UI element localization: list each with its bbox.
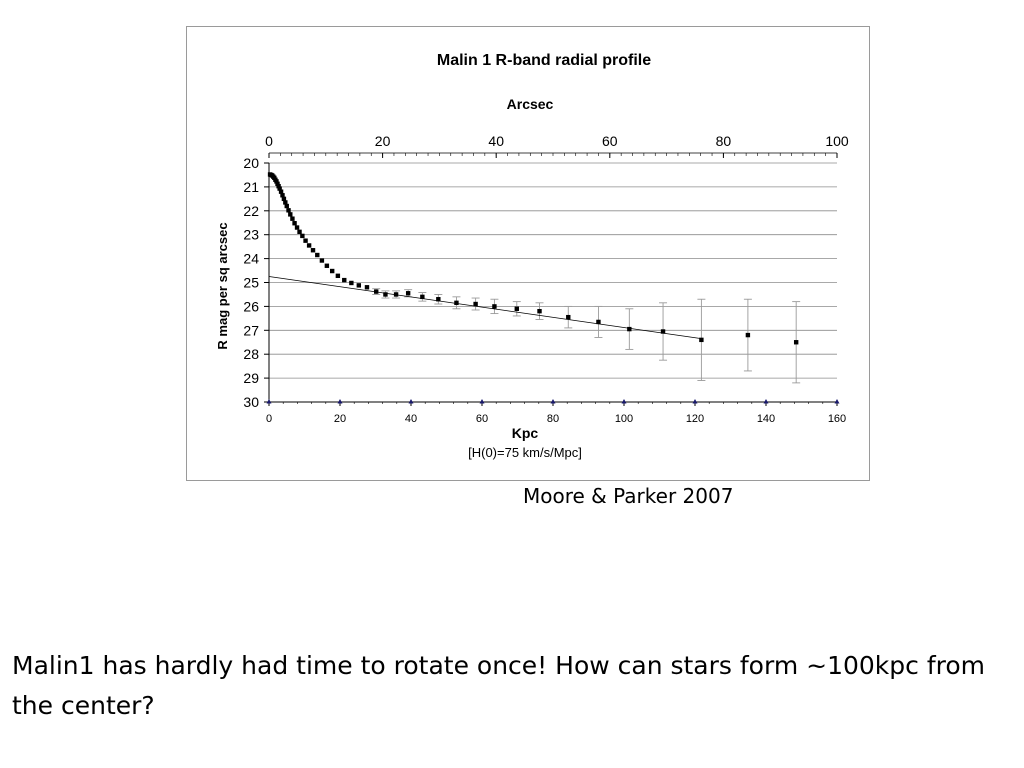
x-tick-label: 80 bbox=[547, 413, 559, 425]
data-point bbox=[276, 183, 281, 189]
y-tick-label: 23 bbox=[243, 227, 259, 243]
fit-line bbox=[268, 276, 702, 340]
data-point bbox=[492, 304, 497, 309]
data-point bbox=[356, 283, 362, 288]
data-point bbox=[420, 294, 425, 300]
y-tick-label: 20 bbox=[243, 155, 259, 171]
data-point bbox=[319, 258, 325, 263]
data-point bbox=[342, 277, 347, 283]
y-tick-label: 30 bbox=[243, 394, 259, 410]
data-point bbox=[303, 238, 308, 243]
top-tick-label: 100 bbox=[825, 133, 849, 149]
data-point bbox=[294, 225, 300, 230]
top-tick-label: 20 bbox=[375, 133, 391, 149]
axis-marker bbox=[266, 399, 272, 404]
top-tick-label: 60 bbox=[602, 133, 618, 149]
x-tick-label: 120 bbox=[686, 413, 704, 425]
x-tick-label: 20 bbox=[334, 413, 346, 425]
data-point bbox=[349, 280, 354, 286]
data-point bbox=[277, 186, 282, 191]
top-tick-label: 40 bbox=[488, 133, 504, 149]
data-point bbox=[596, 319, 601, 325]
data-point bbox=[290, 216, 295, 221]
y-tick-label: 24 bbox=[243, 251, 259, 267]
x-tick-label: 140 bbox=[757, 413, 775, 425]
top-tick-label: 80 bbox=[716, 133, 732, 149]
chart-frame: Malin 1 R-band radial profile Arcsec 0 20… bbox=[186, 26, 870, 481]
data-point bbox=[436, 297, 441, 302]
x-tick-label: 40 bbox=[405, 413, 417, 425]
axis-marker bbox=[621, 399, 627, 404]
axis-marker bbox=[763, 399, 769, 404]
citation: Moore & Parker 2007 bbox=[523, 484, 734, 508]
data-point bbox=[310, 248, 316, 253]
top-axis-label: Arcsec bbox=[507, 96, 554, 112]
data-point bbox=[699, 337, 704, 343]
radial-profile-chart: Malin 1 R-band radial profile Arcsec 0 20… bbox=[215, 52, 849, 460]
data-point bbox=[566, 314, 571, 320]
x-tick-label: 100 bbox=[615, 413, 633, 425]
data-point bbox=[275, 181, 280, 186]
data-point bbox=[281, 196, 287, 202]
y-axis-label: R mag per sq arcsec bbox=[215, 222, 230, 349]
y-tick-label: 27 bbox=[243, 322, 259, 338]
data-point bbox=[292, 221, 297, 226]
x-tick-label: 160 bbox=[828, 413, 846, 425]
data-point bbox=[283, 200, 288, 205]
axis-marker bbox=[834, 399, 840, 404]
data-point bbox=[297, 229, 302, 235]
y-tick-label: 21 bbox=[243, 179, 259, 195]
data-point bbox=[473, 301, 478, 307]
plot-marks bbox=[266, 172, 840, 404]
data-point bbox=[335, 273, 341, 279]
data-point bbox=[745, 332, 751, 338]
data-point bbox=[284, 203, 289, 209]
data-point bbox=[274, 179, 279, 184]
data-point bbox=[383, 292, 388, 297]
y-tick-label: 25 bbox=[243, 275, 259, 291]
chart-title: Malin 1 R-band radial profile bbox=[437, 52, 651, 69]
data-point bbox=[278, 189, 284, 194]
data-point bbox=[280, 193, 285, 198]
axis-marker bbox=[337, 399, 343, 404]
data-point bbox=[300, 233, 305, 239]
data-point bbox=[627, 326, 632, 332]
data-point bbox=[324, 263, 330, 268]
data-point bbox=[405, 291, 411, 296]
top-axis-ticks: 0 20 40 60 80 100 bbox=[265, 133, 849, 158]
y-tick-label: 28 bbox=[243, 346, 259, 362]
data-point bbox=[793, 340, 799, 345]
data-point bbox=[329, 268, 335, 274]
bottom-axis-ticks: 0 20 40 60 80 100 120 140 160 bbox=[266, 402, 846, 425]
data-point bbox=[454, 300, 459, 306]
data-point bbox=[286, 208, 291, 213]
data-point bbox=[660, 329, 666, 334]
top-tick-label: 0 bbox=[265, 133, 273, 149]
data-point bbox=[514, 306, 519, 311]
x-axis-label: Kpc bbox=[512, 425, 539, 441]
y-axis-ticks: 20 21 22 23 24 25 26 27 28 29 30 bbox=[243, 155, 269, 410]
y-tick-label: 29 bbox=[243, 370, 259, 386]
axis-marker bbox=[550, 399, 556, 404]
x-tick-label: 60 bbox=[476, 413, 488, 425]
x-axis-note: [H(0)=75 km/s/Mpc] bbox=[468, 445, 582, 460]
question-text: Malin1 has hardly had time to rotate onc… bbox=[12, 651, 985, 720]
data-point bbox=[306, 243, 312, 248]
data-point bbox=[537, 308, 542, 314]
x-tick-label: 0 bbox=[266, 413, 272, 425]
y-tick-label: 22 bbox=[243, 203, 259, 219]
axis-marker bbox=[692, 399, 698, 404]
y-tick-label: 26 bbox=[243, 298, 259, 314]
axis-marker bbox=[408, 399, 414, 404]
data-point bbox=[288, 212, 293, 217]
data-point bbox=[364, 285, 370, 290]
data-point bbox=[315, 252, 320, 258]
axis-marker bbox=[479, 399, 485, 404]
gridlines bbox=[268, 162, 837, 403]
